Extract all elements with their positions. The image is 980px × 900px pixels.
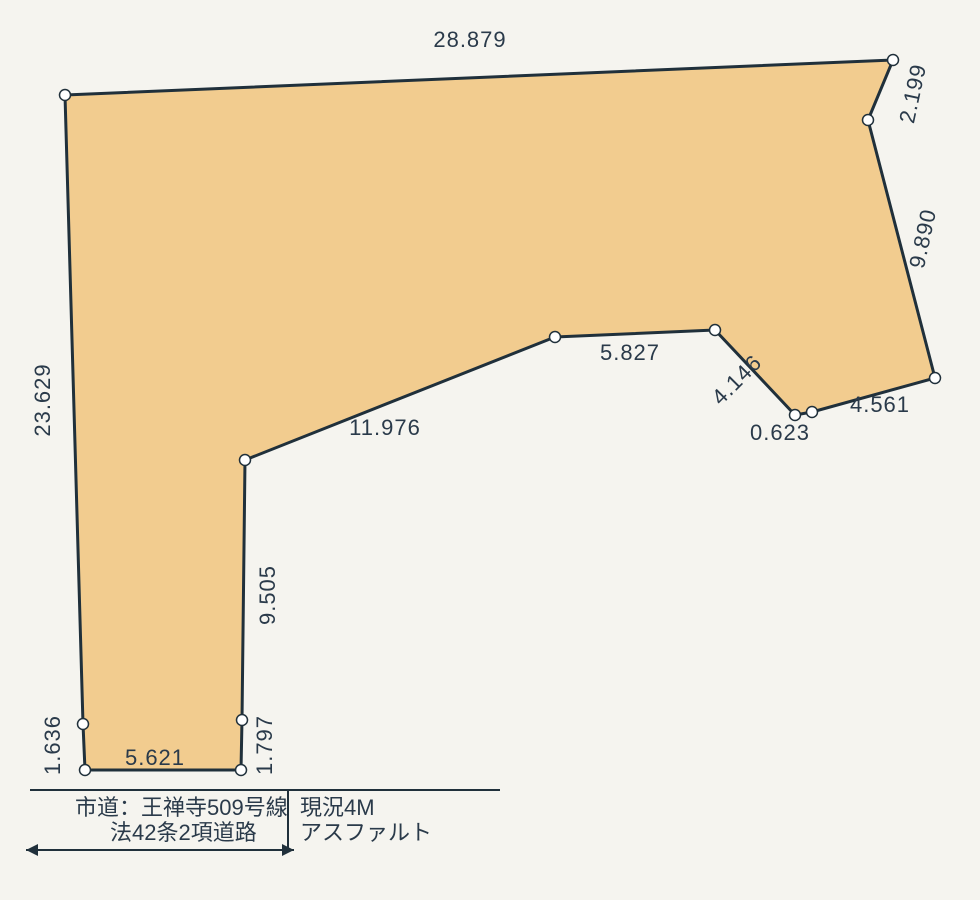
- survey-plot: 28.879 2.199 9.890 4.561 0.623 4.146 5.827 11.9…: [0, 0, 980, 900]
- vertex-marker: [60, 90, 71, 101]
- road-annotation-text: 法42条2項道路: [110, 820, 257, 845]
- vertex-marker: [930, 373, 941, 384]
- vertex-marker: [807, 407, 818, 418]
- road-annotation: 市道：王禅寺509号線法42条2項道路 現況4Mアスファルト: [26, 790, 500, 856]
- edge-length-label: 28.879: [433, 27, 506, 52]
- lot-shape: [65, 60, 935, 770]
- vertex-marker: [237, 715, 248, 726]
- edge-length-label: 2.199: [894, 61, 931, 125]
- vertex-marker: [888, 55, 899, 66]
- vertex-marker: [80, 765, 91, 776]
- vertex-marker: [236, 765, 247, 776]
- road-annotation-text: 市道：王禅寺509号線: [75, 795, 288, 820]
- edge-length-label: 4.146: [707, 350, 767, 410]
- edge-length-label: 0.623: [750, 420, 810, 445]
- edge-length-label: 1.636: [40, 715, 65, 775]
- vertex-marker: [790, 410, 801, 421]
- arrowhead-left-icon: [26, 844, 38, 856]
- edge-length-label: 5.621: [125, 745, 185, 770]
- edge-length-label: 1.797: [252, 715, 277, 775]
- road-annotation-text: 現況4M: [300, 795, 375, 820]
- edge-length-label: 11.976: [349, 415, 421, 440]
- edge-length-label: 5.827: [600, 340, 660, 365]
- vertex-marker: [78, 719, 89, 730]
- edge-length-label: 23.629: [30, 363, 55, 436]
- vertex-marker: [863, 115, 874, 126]
- edge-length-label: 9.890: [904, 206, 941, 270]
- lot-polygon: [65, 60, 935, 770]
- edge-length-label: 4.561: [850, 392, 910, 417]
- vertex-marker: [550, 332, 561, 343]
- road-annotation-text: アスファルト: [300, 820, 432, 845]
- edge-length-label: 9.505: [255, 565, 280, 625]
- vertex-marker: [710, 325, 721, 336]
- vertex-marker: [240, 455, 251, 466]
